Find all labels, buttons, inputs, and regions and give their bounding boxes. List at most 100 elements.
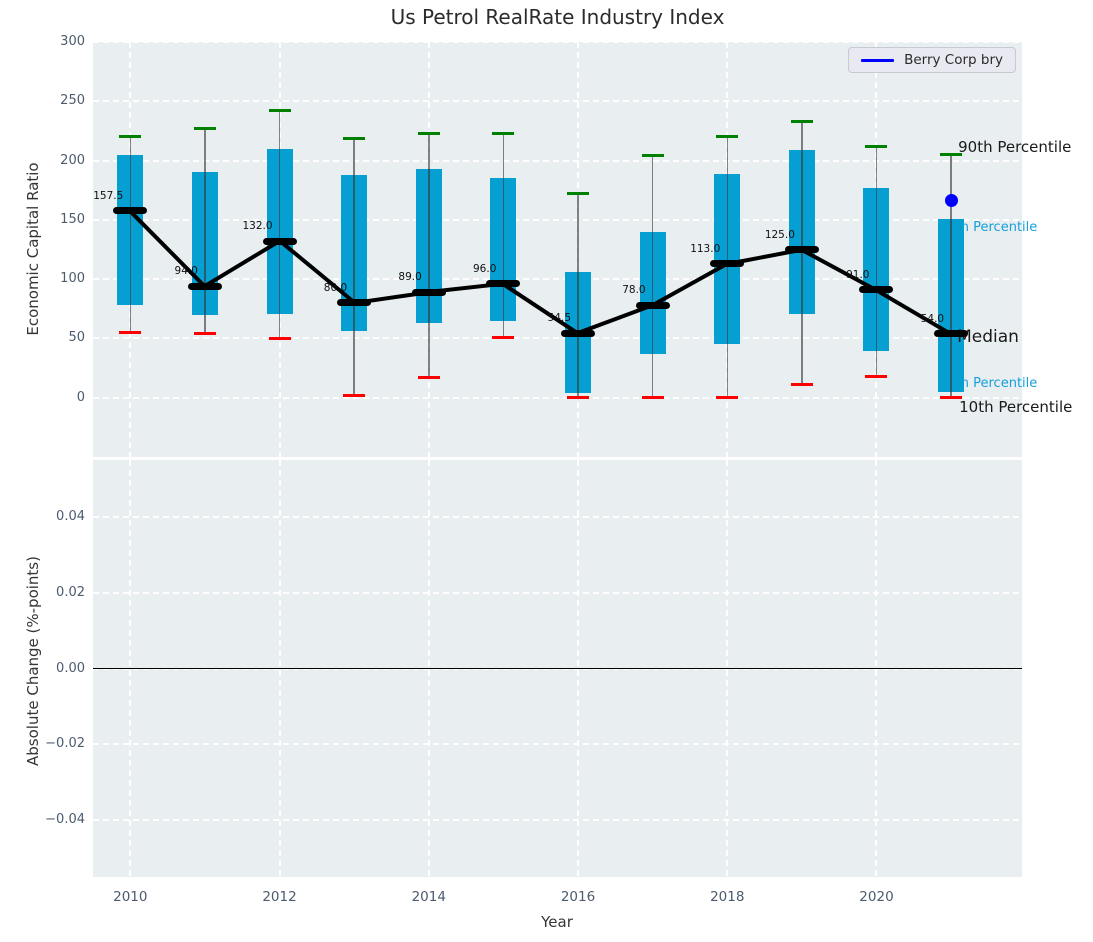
- median-marker-2014: [411, 288, 446, 296]
- whisker-2013: [353, 138, 355, 396]
- median-value-label-2015: 96.0: [473, 262, 497, 275]
- whisker-2018: [726, 136, 728, 398]
- y-tick-label-top: 200: [60, 152, 85, 168]
- median-value-label-2011: 94.0: [174, 265, 198, 278]
- chart-title: Us Petrol RealRate Industry Index: [390, 5, 725, 29]
- median-marker-2019: [784, 246, 819, 253]
- median-value-label-2013: 80.0: [323, 281, 348, 294]
- x-tick-label: 2020: [859, 889, 894, 905]
- p10-cap-2015: [492, 335, 515, 339]
- whisker-2016: [577, 193, 579, 398]
- gridline-y-top: [93, 218, 1022, 221]
- gridline-y-bottom: [93, 515, 1022, 518]
- p10-cap-2020: [865, 374, 888, 378]
- median-value-label-2021: 54.0: [920, 312, 945, 325]
- median-marker-2021: [934, 330, 969, 338]
- whisker-2017: [651, 155, 654, 398]
- y-tick-label-top: 0: [76, 389, 85, 405]
- annotation-90th-percentile: 90th Percentile: [958, 137, 1072, 156]
- gridline-y-top: [93, 278, 1022, 281]
- p90-cap-2021: [940, 153, 963, 157]
- median-marker-2011: [187, 282, 222, 290]
- median-value-label-2017: 78.0: [622, 284, 646, 297]
- p90-cap-2019: [790, 119, 813, 123]
- y-tick-label-bottom: 0.02: [56, 584, 85, 600]
- legend-label: Berry Corp bry: [904, 52, 1003, 68]
- x-tick-label: 2016: [560, 889, 596, 905]
- whisker-2021: [950, 154, 952, 398]
- gridline-y-bottom: [93, 743, 1022, 746]
- p10-cap-2016: [567, 396, 590, 400]
- median-marker-2016: [561, 329, 596, 337]
- median-value-label-2010: 157.5: [93, 189, 124, 202]
- whisker-2019: [801, 121, 803, 385]
- whisker-2020: [875, 146, 878, 377]
- gridline-y-top: [93, 100, 1022, 103]
- p90-cap-2016: [567, 192, 590, 196]
- p90-cap-2014: [417, 131, 440, 135]
- gridline-y-bottom: [93, 591, 1022, 594]
- median-value-label-2018: 113.0: [690, 242, 721, 255]
- median-value-label-2020: 91.0: [846, 268, 870, 281]
- x-tick-label: 2014: [411, 889, 446, 905]
- whisker-2011: [204, 128, 206, 334]
- whisker-2010: [129, 136, 132, 333]
- overlay-point-berry-corp: [944, 194, 958, 208]
- median-value-label-2012: 132.0: [242, 220, 273, 233]
- p90-cap-2015: [492, 131, 515, 135]
- p90-cap-2018: [716, 135, 739, 139]
- whisker-2012: [278, 110, 281, 339]
- y-tick-label-bottom: 0.04: [56, 508, 85, 524]
- gridline-y-bottom: [93, 819, 1022, 822]
- y-tick-label-top: 250: [60, 93, 85, 109]
- y-tick-label-top: 100: [60, 271, 85, 287]
- y-tick-label-bottom: −0.04: [45, 812, 85, 828]
- median-value-label-2014: 89.0: [398, 271, 422, 284]
- p10-cap-2011: [193, 332, 216, 336]
- whisker-2015: [502, 133, 505, 338]
- legend: Berry Corp bry: [848, 47, 1016, 73]
- gridline-y-top: [93, 41, 1022, 43]
- p90-cap-2010: [119, 135, 142, 139]
- p10-cap-2014: [417, 376, 440, 380]
- median-value-label-2016: 54.5: [547, 312, 572, 325]
- p90-cap-2020: [865, 144, 888, 148]
- p90-cap-2012: [268, 109, 291, 113]
- p10-cap-2010: [119, 331, 142, 334]
- median-marker-2010: [113, 207, 148, 215]
- y-tick-label-top: 150: [60, 211, 85, 227]
- median-marker-2018: [710, 260, 745, 268]
- gridline-y-top: [93, 159, 1022, 162]
- y-tick-label-bottom: −0.02: [45, 736, 85, 752]
- x-axis-label: Year: [541, 913, 573, 931]
- p10-cap-2021: [940, 396, 963, 400]
- x-tick-label: 2010: [113, 889, 148, 905]
- median-marker-2017: [635, 301, 670, 309]
- annotation-10th-percentile: 10th Percentile: [959, 397, 1073, 416]
- legend-line-swatch: [861, 58, 895, 62]
- p10-cap-2019: [790, 383, 813, 387]
- y-axis-label-top: Economic Capital Ratio: [24, 162, 42, 336]
- y-tick-label-bottom: 0.00: [56, 660, 85, 676]
- x-tick-label: 2012: [262, 889, 297, 905]
- annotation-median: Median: [957, 326, 1019, 347]
- p10-cap-2017: [641, 396, 664, 400]
- median-marker-2015: [486, 280, 521, 288]
- median-marker-2012: [262, 237, 297, 245]
- p90-cap-2013: [343, 136, 366, 140]
- median-marker-2020: [859, 286, 894, 294]
- zero-change-line: [93, 667, 1022, 670]
- p90-cap-2011: [193, 127, 216, 131]
- y-tick-label-top: 300: [60, 34, 85, 49]
- p10-cap-2012: [268, 336, 291, 340]
- x-tick-label: 2018: [710, 889, 745, 905]
- p90-cap-2017: [641, 154, 664, 158]
- gridline-y-top: [93, 396, 1022, 399]
- y-tick-label-top: 50: [68, 330, 85, 346]
- median-value-label-2019: 125.0: [764, 228, 795, 241]
- gridline-y-top: [93, 337, 1022, 340]
- whisker-2014: [428, 133, 430, 378]
- p10-cap-2013: [343, 393, 366, 397]
- p10-cap-2018: [716, 396, 739, 400]
